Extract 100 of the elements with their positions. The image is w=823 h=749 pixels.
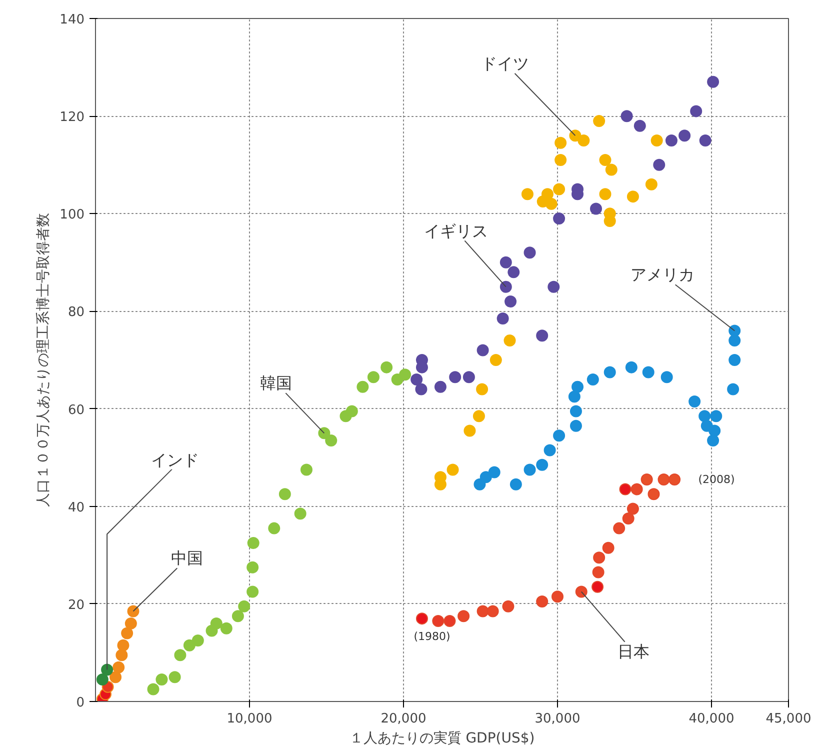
point: [707, 76, 720, 88]
point: [449, 371, 462, 384]
point: [620, 110, 633, 122]
point: [246, 561, 259, 574]
point: [432, 615, 444, 627]
point: [410, 374, 423, 386]
point: [678, 130, 691, 142]
point: [399, 368, 412, 381]
point: [630, 483, 643, 496]
point: [728, 324, 741, 337]
annotation: (1980): [414, 630, 450, 644]
point: [553, 212, 566, 225]
point: [625, 361, 638, 374]
point: [147, 683, 160, 696]
point: [112, 661, 125, 674]
point: [626, 502, 639, 515]
point: [415, 383, 428, 396]
point: [101, 664, 114, 676]
point: [268, 522, 280, 534]
point: [690, 105, 702, 118]
point: [699, 134, 712, 146]
point: [476, 605, 489, 618]
point: [570, 405, 582, 418]
point: [578, 134, 590, 146]
point: [727, 383, 740, 396]
y-axis-title: 人口１００万人あたりの理工系博士号取得者数: [36, 213, 52, 507]
point: [246, 586, 259, 598]
point: [642, 366, 654, 378]
point: [458, 610, 470, 622]
point: [668, 474, 681, 486]
point: [648, 488, 660, 500]
point: [488, 466, 500, 478]
point: [325, 434, 338, 446]
point: [300, 464, 312, 476]
point: [536, 330, 548, 342]
point: [462, 371, 475, 384]
point: [238, 600, 250, 612]
point: [553, 430, 566, 442]
point: [554, 154, 567, 166]
y-tick-label: 0: [76, 696, 85, 710]
point: [446, 464, 459, 476]
x-tick-label: 30,000: [534, 712, 580, 726]
point: [688, 395, 701, 408]
x-tick-label: 40,000: [688, 712, 734, 726]
y-tick-label: 140: [60, 12, 85, 28]
annotation: 日本: [617, 642, 650, 662]
point: [604, 366, 616, 378]
point: [220, 622, 232, 634]
point: [599, 188, 612, 200]
point: [294, 508, 306, 520]
point: [568, 390, 580, 403]
point: [500, 280, 512, 293]
annotation: イギリス: [424, 221, 488, 240]
point: [486, 605, 499, 618]
point: [575, 586, 588, 598]
point: [192, 634, 204, 647]
point: [536, 596, 548, 608]
point: [552, 590, 564, 603]
point: [480, 471, 492, 484]
point: [247, 536, 260, 549]
point: [346, 405, 358, 418]
point: [434, 380, 446, 393]
point: [156, 674, 168, 686]
point: [127, 605, 140, 618]
point: [586, 374, 599, 386]
point: [490, 354, 502, 366]
point: [380, 361, 393, 374]
point: [554, 136, 567, 149]
point: [728, 354, 741, 366]
point: [710, 410, 722, 422]
annotation: 中国: [171, 548, 204, 568]
point: [504, 295, 517, 308]
point: [660, 371, 673, 384]
annotation: 韓国: [260, 374, 292, 393]
point: [553, 183, 566, 196]
point: [476, 383, 488, 396]
point: [698, 410, 711, 422]
point: [508, 266, 520, 278]
point: [476, 344, 489, 356]
point: [504, 334, 516, 346]
point: [592, 566, 604, 578]
point: [708, 424, 721, 437]
point: [634, 120, 646, 132]
point: [640, 474, 653, 486]
point: [524, 246, 536, 259]
point: [665, 134, 678, 146]
point: [728, 334, 741, 346]
annotation: インド: [151, 450, 200, 470]
point: [548, 280, 560, 293]
point: [593, 552, 606, 564]
point: [416, 612, 428, 625]
point: [110, 671, 122, 684]
x-tick-label: 45,000: [766, 712, 812, 726]
point: [117, 639, 130, 652]
point: [496, 312, 509, 325]
point: [626, 190, 639, 203]
point: [590, 202, 602, 215]
point: [367, 371, 380, 384]
point: [510, 478, 522, 490]
x-tick-label: 20,000: [380, 712, 426, 726]
